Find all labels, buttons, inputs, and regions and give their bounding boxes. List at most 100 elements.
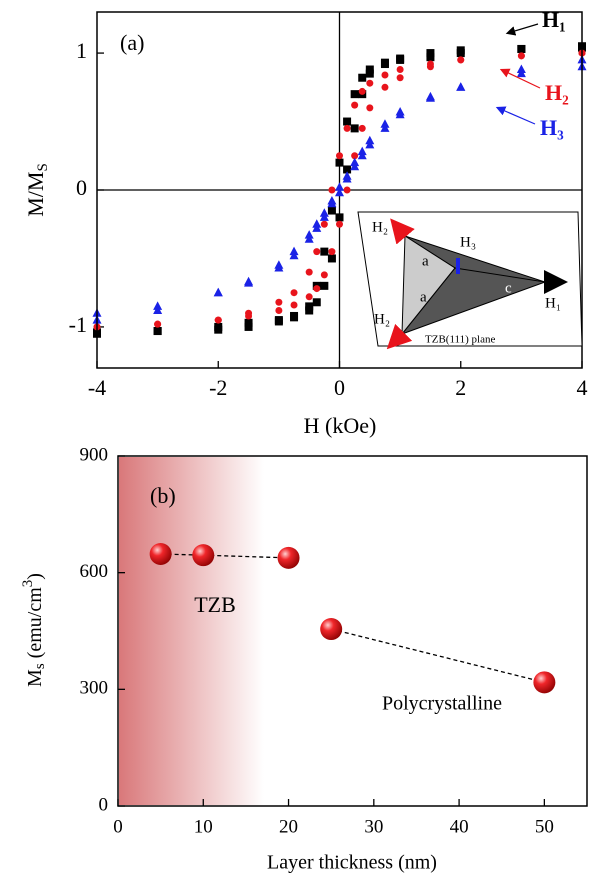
y-label-sub: s [32, 663, 48, 669]
x-tick-label: 50 [535, 816, 554, 837]
data-point [335, 213, 344, 222]
inset-label: a [422, 253, 429, 269]
data-point [327, 254, 336, 263]
annotation: TZB [194, 592, 236, 617]
data-point [380, 119, 390, 128]
y-label-mid: (emu/cm [24, 587, 46, 664]
data-point [517, 52, 525, 60]
x-tick-label: 0 [334, 375, 345, 400]
data-point [275, 298, 283, 306]
data-point [335, 158, 344, 167]
data-point [214, 325, 223, 334]
inset-edge [454, 267, 546, 283]
inset-label: H₁ [545, 295, 561, 311]
data-point [456, 82, 466, 91]
data-point [153, 327, 162, 336]
data-point [290, 301, 298, 309]
x-tick-label: 30 [364, 816, 383, 837]
inset-label: H₂ [372, 219, 388, 235]
data-point [343, 124, 351, 132]
data-point [343, 186, 351, 194]
y-label-main: M/M [23, 172, 48, 217]
x-axis-label: Layer thickness (nm) [267, 852, 437, 874]
y-axis-label: Ms (emu/cm3) [20, 573, 48, 687]
y-label-end: ) [24, 573, 46, 580]
data-point [214, 316, 222, 324]
data-point [312, 219, 322, 228]
inset-arrow [390, 218, 415, 245]
data-point [396, 66, 404, 74]
data-point [350, 90, 359, 99]
data-point [244, 322, 253, 331]
inset: H₂ H₃ a a c H₁ H₂ TZB(111) plane [357, 211, 583, 350]
data-point [305, 268, 313, 276]
panel-a: -4 -2 0 2 4 -1 0 1 [69, 12, 588, 400]
data-point [381, 83, 389, 91]
y-tick-label: 0 [99, 794, 109, 815]
inset-light [401, 235, 456, 336]
annotation: Polycrystalline [382, 693, 502, 715]
data-point [396, 55, 405, 64]
data-point [366, 79, 374, 87]
data-point [426, 60, 434, 68]
data-point [320, 220, 328, 228]
x-tick-label: 20 [279, 816, 298, 837]
data-point [275, 306, 283, 314]
inset-label: a [420, 289, 427, 305]
data-point [358, 124, 366, 132]
inset-arrow [386, 323, 413, 350]
data-point [335, 187, 344, 197]
data-point [343, 117, 352, 126]
connector [331, 628, 545, 683]
data-point [192, 544, 215, 567]
data-point [153, 305, 163, 314]
data-point [357, 146, 367, 156]
legend-label: H₂ [545, 80, 569, 105]
x-axis-label: H (kOe) [304, 413, 377, 438]
data-point [305, 293, 313, 301]
inset-label: c [505, 280, 512, 296]
data-point [381, 71, 389, 79]
data-point [425, 91, 435, 101]
data-point [365, 135, 375, 145]
y-label-sup: 3 [20, 580, 36, 588]
data-point [290, 313, 299, 322]
x-tick-label: 10 [194, 816, 213, 837]
data-point [533, 671, 556, 694]
y-tick-label: 300 [80, 678, 109, 699]
data-point [366, 104, 374, 112]
plot-frame [96, 11, 583, 369]
data-point [328, 248, 336, 256]
data-point [336, 220, 343, 228]
data-point [320, 247, 329, 256]
data-point [245, 309, 253, 317]
data-point [335, 182, 344, 191]
y-tick-label: 0 [76, 175, 87, 200]
data-point [312, 298, 321, 307]
data-point [365, 65, 374, 74]
connector [203, 554, 289, 559]
data-point [244, 318, 253, 327]
inset-label: H₂ [374, 311, 390, 327]
data-point [244, 276, 254, 286]
data-point [313, 285, 321, 293]
legend-label: H₁ [542, 7, 566, 32]
data-point [277, 546, 300, 569]
x-tick-label: -4 [88, 375, 106, 400]
data-point [380, 60, 389, 69]
data-point [358, 87, 366, 95]
data-point [350, 157, 360, 167]
y-tick-label: 1 [76, 38, 87, 63]
legend-arrow [505, 23, 539, 36]
data-point [327, 206, 336, 215]
legend-arrow [495, 106, 536, 125]
data-point [426, 49, 435, 58]
data-point [305, 306, 314, 315]
data-point [343, 165, 352, 174]
data-point [305, 302, 314, 311]
x-tick-label: 4 [577, 375, 588, 400]
x-tick-label: 40 [450, 816, 469, 837]
data-point [365, 69, 374, 78]
